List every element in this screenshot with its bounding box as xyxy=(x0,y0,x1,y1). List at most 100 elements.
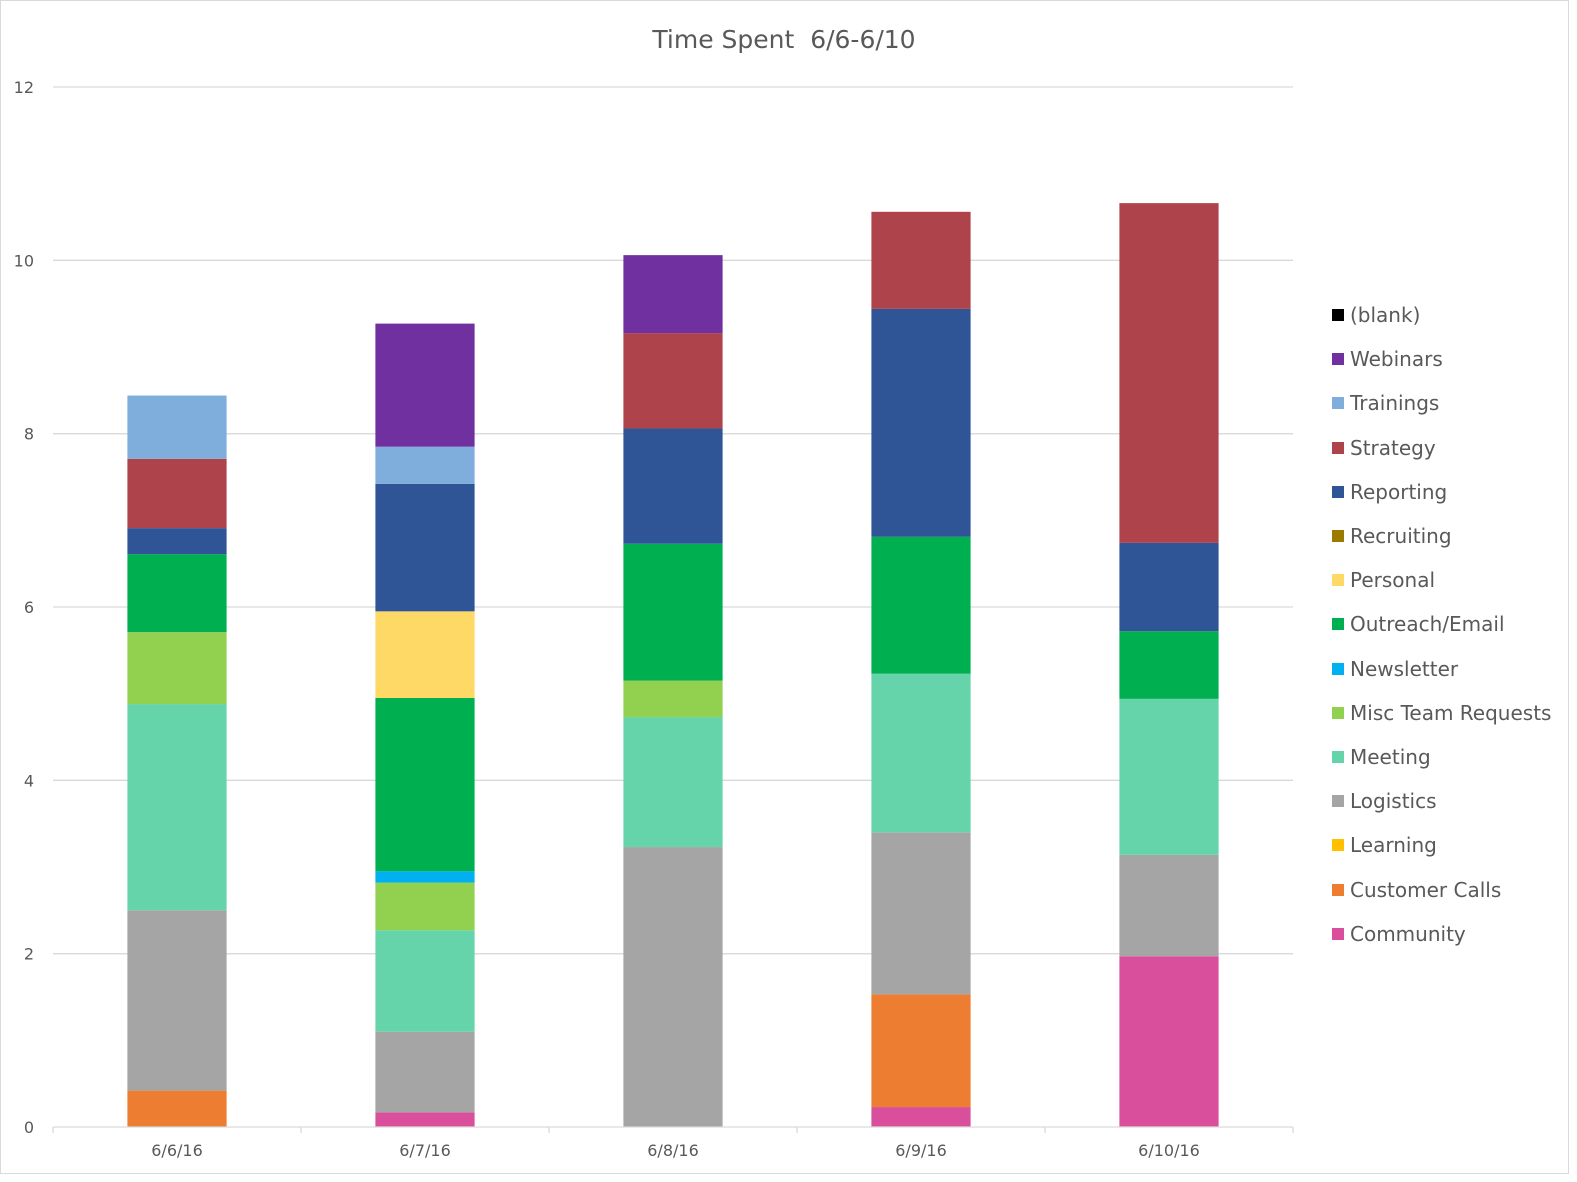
legend-item: Newsletter xyxy=(1332,647,1551,691)
legend-label: Newsletter xyxy=(1350,656,1459,681)
bar-segment xyxy=(1119,956,1219,1127)
bar-segment xyxy=(871,832,971,995)
x-tick-label: 6/9/16 xyxy=(895,1141,947,1160)
chart-title: Time Spent 6/6-6/10 xyxy=(652,25,916,54)
bar-segment xyxy=(375,446,475,484)
legend-swatch xyxy=(1332,309,1344,322)
legend-label: Community xyxy=(1350,921,1466,946)
legend-item: Community xyxy=(1332,912,1551,956)
bar-segment xyxy=(127,528,227,555)
bar-segment xyxy=(871,1107,971,1127)
bar-segment xyxy=(375,1112,475,1127)
bars xyxy=(127,203,1219,1127)
bar-segment xyxy=(623,847,723,1127)
legend-label: Outreach/Email xyxy=(1350,612,1505,637)
bar-segment xyxy=(871,673,971,833)
legend-swatch xyxy=(1332,574,1344,587)
bar-segment xyxy=(375,323,475,447)
legend-label: Webinars xyxy=(1350,347,1443,372)
legend-item: Misc Team Requests xyxy=(1332,691,1551,735)
legend-item: Strategy xyxy=(1332,426,1551,470)
legend-item: Recruiting xyxy=(1332,514,1551,558)
bar-segment xyxy=(375,698,475,872)
y-tick-label: 4 xyxy=(24,771,34,790)
legend-swatch xyxy=(1332,618,1344,631)
bar-segment xyxy=(623,255,723,334)
bar-segment xyxy=(1119,854,1219,957)
bar-segment xyxy=(127,458,227,529)
bar-segment xyxy=(375,611,475,698)
legend-item: Meeting xyxy=(1332,735,1551,779)
y-tick-label: 2 xyxy=(24,945,34,964)
legend-label: Personal xyxy=(1350,568,1436,593)
legend-swatch xyxy=(1332,441,1344,454)
bar-segment xyxy=(871,308,971,537)
legend-swatch xyxy=(1332,839,1344,852)
y-tick-label: 10 xyxy=(14,251,34,270)
legend-swatch xyxy=(1332,397,1344,410)
bar-segment xyxy=(871,211,971,309)
legend: (blank) Webinars Trainings Strategy Reportin… xyxy=(1332,293,1551,956)
legend-swatch xyxy=(1332,485,1344,498)
y-tick-label: 12 xyxy=(14,78,34,97)
legend-item: Trainings xyxy=(1332,381,1551,425)
legend-swatch xyxy=(1332,353,1344,366)
legend-label: Reporting xyxy=(1350,479,1448,504)
x-tick-label: 6/6/16 xyxy=(151,1141,203,1160)
legend-item: Customer Calls xyxy=(1332,867,1551,911)
bar-segment xyxy=(375,882,475,931)
legend-item: Outreach/Email xyxy=(1332,602,1551,646)
bar-segment xyxy=(127,1090,227,1127)
bar-segment xyxy=(127,395,227,459)
legend-swatch xyxy=(1332,795,1344,808)
bar-segment xyxy=(623,428,723,544)
bar-segment xyxy=(375,930,475,1032)
legend-label: Strategy xyxy=(1350,435,1436,460)
y-tick-label: 8 xyxy=(24,425,34,444)
bar-segment xyxy=(623,680,723,718)
axes: 0 2 4 6 8 10 12 6/6/16 6/7/16 6/8/16 6/9/16 6/10/16 xyxy=(14,78,1294,1160)
legend-item: Webinars xyxy=(1332,337,1551,381)
legend-label: Learning xyxy=(1350,833,1437,858)
legend-item: Logistics xyxy=(1332,779,1551,823)
bar-segment xyxy=(623,717,723,848)
legend-label: (blank) xyxy=(1350,303,1421,328)
legend-swatch xyxy=(1332,927,1344,940)
legend-item: Learning xyxy=(1332,823,1551,867)
bar-segment xyxy=(375,1031,475,1113)
x-tick-label: 6/10/16 xyxy=(1138,1141,1200,1160)
bar-segment xyxy=(1119,698,1219,855)
legend-label: Recruiting xyxy=(1350,524,1452,549)
legend-label: Meeting xyxy=(1350,744,1431,769)
y-tick-label: 6 xyxy=(24,598,34,617)
legend-swatch xyxy=(1332,530,1344,543)
legend-label: Logistics xyxy=(1350,789,1437,814)
bar-segment xyxy=(375,483,475,612)
bar-segment xyxy=(127,704,227,911)
legend-swatch xyxy=(1332,706,1344,719)
legend-swatch xyxy=(1332,750,1344,763)
bar-segment xyxy=(127,632,227,705)
legend-swatch xyxy=(1332,883,1344,896)
bar-segment xyxy=(623,333,723,429)
x-tick-label: 6/7/16 xyxy=(399,1141,451,1160)
bar-segment xyxy=(871,994,971,1108)
bar-segment xyxy=(127,554,227,633)
bar-segment xyxy=(1119,631,1219,699)
legend-item: Personal xyxy=(1332,558,1551,602)
x-tick-label: 6/8/16 xyxy=(647,1141,699,1160)
bar-segment xyxy=(1119,542,1219,632)
y-tick-label: 0 xyxy=(24,1118,34,1137)
legend-label: Trainings xyxy=(1350,391,1440,416)
bar-segment xyxy=(375,871,475,883)
bar-segment xyxy=(623,543,723,681)
bar-segment xyxy=(127,910,227,1091)
bar-segment xyxy=(1119,203,1219,543)
legend-swatch xyxy=(1332,662,1344,675)
legend-label: Misc Team Requests xyxy=(1350,700,1552,725)
legend-item: Reporting xyxy=(1332,470,1551,514)
bar-segment xyxy=(871,536,971,674)
legend-item: (blank) xyxy=(1332,293,1551,337)
